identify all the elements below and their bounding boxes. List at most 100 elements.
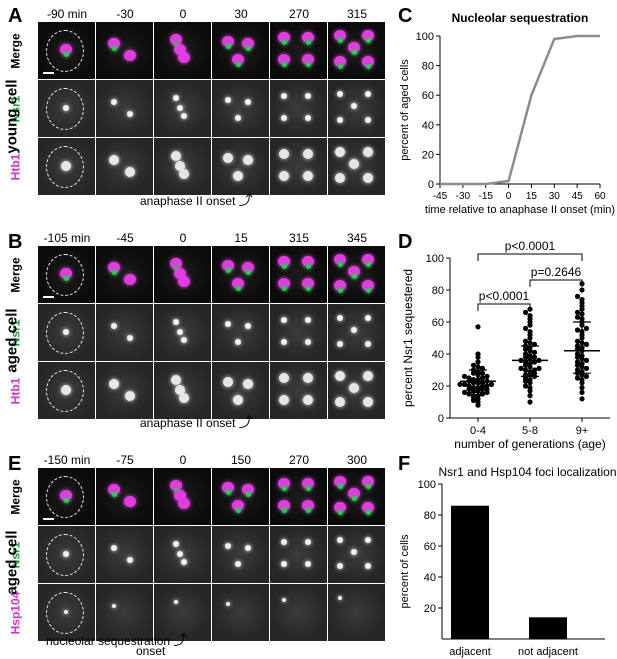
green-focus (366, 288, 371, 293)
x-tick-label: 0 (506, 191, 512, 202)
chart-f-bar: Nsr1 and Hsp104 foci localization 20 40 60 8… (399, 465, 617, 658)
panel-letter-f: F (398, 453, 411, 475)
magenta-focus (348, 488, 360, 499)
microscopy-cell (38, 246, 95, 303)
magenta-focus (222, 260, 234, 271)
y-axis-label: percent of aged cells (399, 59, 411, 161)
magenta-focus (242, 484, 254, 495)
x-tick-label: -30 (456, 191, 471, 202)
microscopy-cell (154, 526, 211, 583)
chromatin-focus (363, 397, 373, 407)
microscopy-cell (38, 362, 95, 419)
nucleolar-focus (365, 91, 371, 97)
microscopy-cell (96, 138, 153, 195)
timepoint-label: 270 (288, 7, 310, 21)
x-tick-label: 0-4 (470, 425, 486, 437)
y-tick-label: 80 (432, 285, 444, 297)
y-axis-label: percent of cells (399, 534, 411, 608)
hsp104-focus (282, 598, 286, 602)
timepoint-label: -75 (116, 453, 134, 467)
cell-outline (46, 88, 84, 130)
chromatin-focus (175, 385, 185, 395)
green-focus (282, 486, 287, 491)
y-tick-label: 100 (418, 479, 436, 491)
bar (529, 617, 567, 639)
timepoint-label: -105 min (43, 231, 91, 245)
green-focus (306, 508, 311, 513)
nucleolar-focus (281, 539, 287, 545)
data-point (475, 393, 481, 399)
microscopy-cell (212, 22, 269, 79)
data-point (583, 373, 590, 379)
y-tick-label: 40 (432, 349, 444, 361)
comparison-bracket-label: p<0.0001 (505, 239, 556, 253)
data-point (579, 287, 585, 293)
scale-bar (43, 518, 54, 520)
chromatin-focus (303, 171, 313, 181)
onset-label-e: nucleolar sequestration ⤴ (46, 632, 188, 648)
magenta-focus (178, 276, 190, 287)
y-tick-label: 40 (422, 120, 434, 132)
green-focus (282, 62, 287, 67)
magenta-focus (170, 34, 182, 45)
microscopy-cell (270, 526, 327, 583)
green-focus (236, 286, 241, 291)
green-focus (306, 264, 311, 269)
magenta-focus (278, 54, 290, 65)
green-focus (112, 46, 117, 51)
microscopy-cell (212, 138, 269, 195)
nucleolar-focus (365, 117, 371, 123)
chart-c-line: Nucleolar sequestration 0 20 40 60 80 100 -45 -3… (399, 11, 615, 216)
magenta-focus (170, 258, 182, 269)
chromatin-focus (243, 379, 253, 389)
data-point (583, 365, 590, 371)
onset-label-a: anaphase II onset ⤴ (140, 192, 253, 208)
microscopy-cell (212, 80, 269, 137)
data-point (522, 351, 529, 357)
data-point (484, 373, 490, 379)
microscopy-cell (38, 526, 95, 583)
y-tick-label: 0 (428, 179, 434, 191)
magenta-focus (242, 262, 254, 273)
magenta-focus (278, 32, 290, 43)
data-point (522, 367, 529, 373)
x-tick-label: -45 (433, 191, 448, 202)
microscopy-cell (328, 584, 385, 641)
data-point (466, 375, 472, 381)
green-focus (366, 262, 371, 267)
microscopy-cell (38, 468, 95, 525)
x-tick-label: -15 (478, 191, 493, 202)
green-focus (236, 508, 241, 513)
data-point (479, 370, 486, 376)
y-tick-label: 20 (432, 381, 444, 393)
chromatin-focus (175, 161, 185, 171)
magenta-focus (362, 476, 374, 487)
panel-letter-e: E (8, 453, 22, 475)
microscopy-cell (270, 584, 327, 641)
y-tick-label: 20 (422, 149, 434, 161)
x-axis-label: time relative to anaphase II onset (min) (425, 204, 615, 216)
green-focus (236, 62, 241, 67)
chromatin-focus (233, 395, 243, 405)
scale-bar (43, 296, 54, 298)
microscopy-cell (328, 80, 385, 137)
green-focus (338, 510, 343, 515)
chromatin-focus (335, 397, 345, 407)
hsp104-focus (226, 602, 230, 606)
y-axis-label: percent Nsr1 sequestered (401, 269, 415, 407)
y-tick-label: 60 (424, 541, 436, 553)
data-point (470, 385, 477, 391)
data-point (579, 316, 585, 322)
magenta-focus (348, 266, 360, 277)
nucleolar-focus (177, 329, 183, 335)
hsp104-focus (112, 604, 116, 608)
green-focus (226, 268, 231, 273)
microscopy-cell (328, 304, 385, 361)
nucleolar-focus (337, 315, 343, 321)
y-tick-label: 100 (416, 31, 434, 43)
nucleolar-focus (111, 545, 117, 551)
x-tick-label: 9+ (576, 425, 589, 437)
nucleolar-focus (245, 545, 251, 551)
nucleolar-focus (127, 111, 133, 117)
nucleolar-focus (111, 323, 117, 329)
